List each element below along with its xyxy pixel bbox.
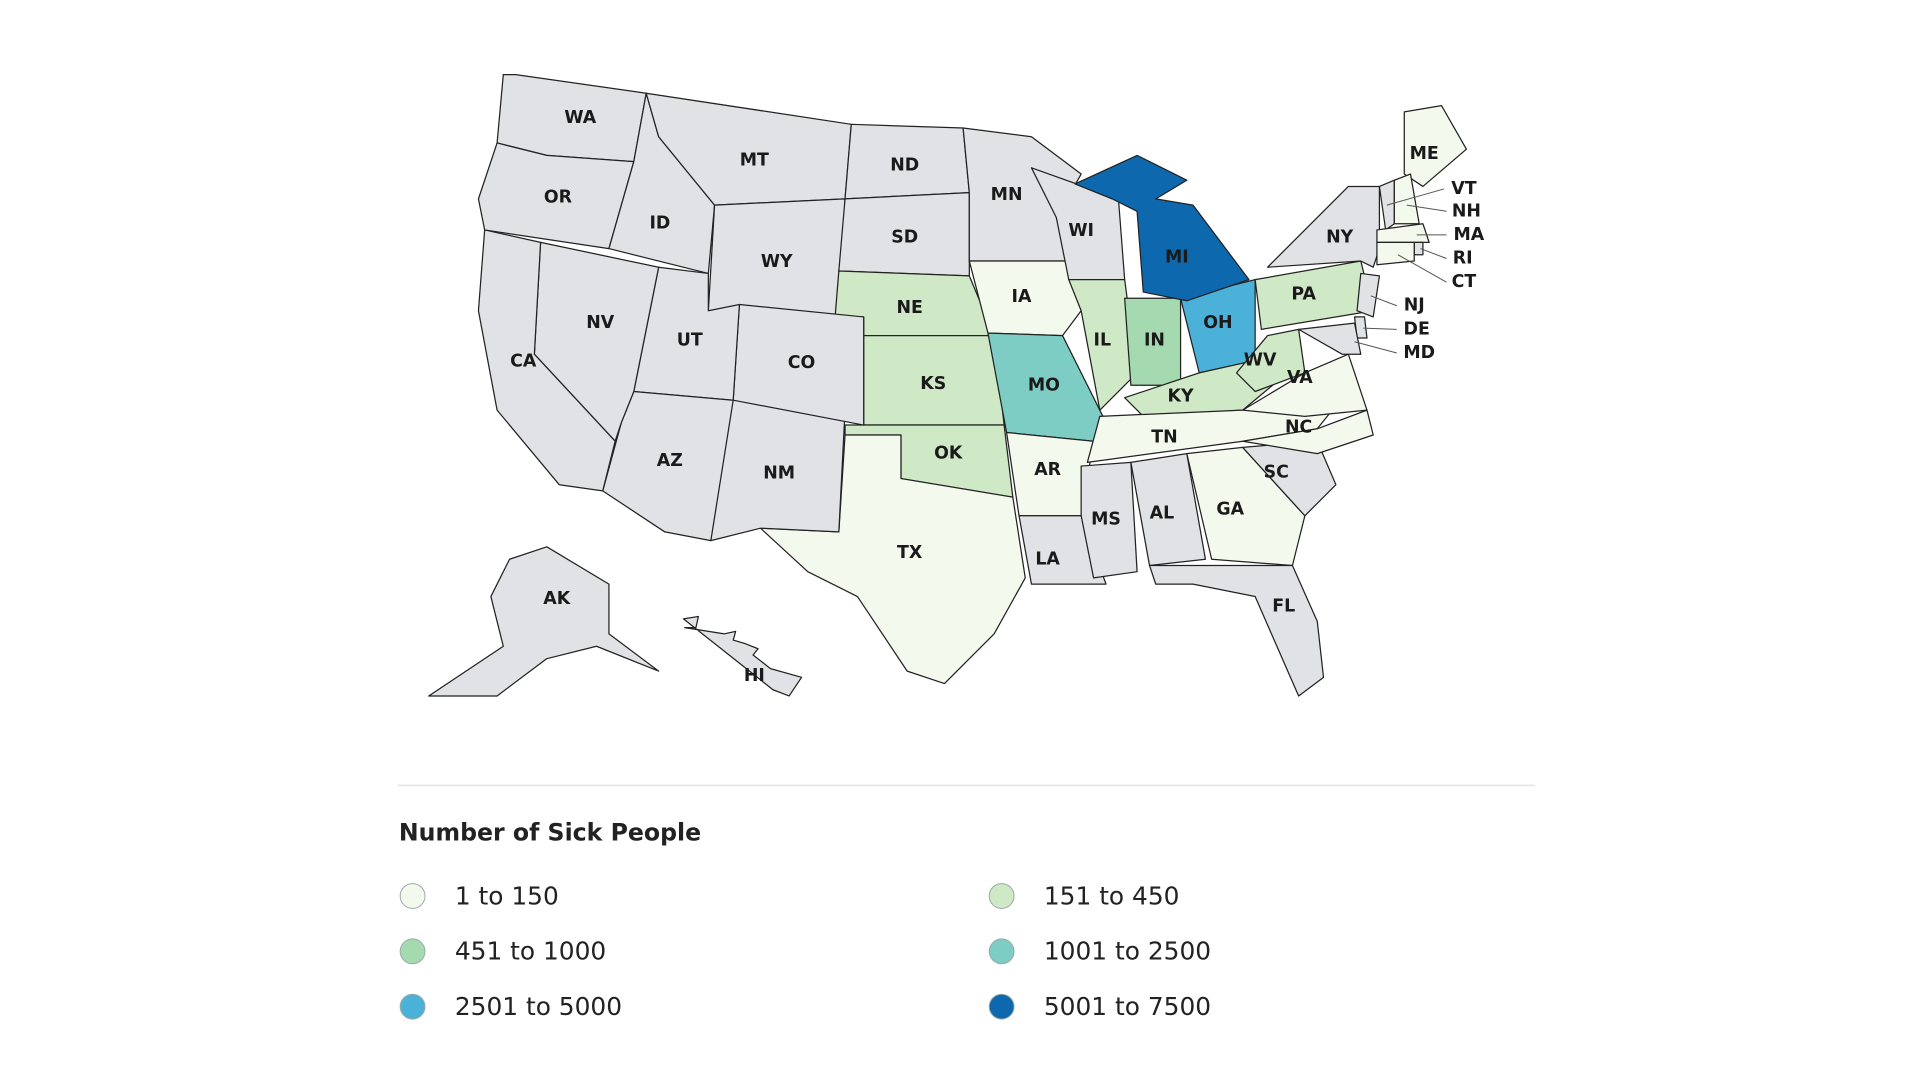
state-label: LA [1035, 549, 1060, 569]
leader-line [1354, 341, 1397, 354]
state-label: NM [763, 464, 795, 484]
leader-line [1370, 295, 1397, 307]
state-label: WY [761, 252, 793, 272]
state-label: NE [896, 298, 922, 318]
state-label: NV [586, 313, 615, 333]
state-label: KS [920, 374, 946, 394]
state-label: WA [564, 108, 596, 128]
state-label: NJ [1404, 296, 1425, 316]
leader-line [1420, 248, 1447, 259]
state-label: IA [1012, 287, 1032, 307]
state-label: NY [1326, 227, 1354, 247]
state-label: ND [890, 155, 919, 175]
state-label: MD [1403, 343, 1435, 363]
state-label: MI [1165, 247, 1189, 267]
legend-label: 451 to 1000 [455, 937, 606, 966]
state [1080, 461, 1138, 579]
state-label: UT [677, 331, 703, 351]
leader-line [1397, 254, 1447, 283]
state-label: AR [1034, 460, 1061, 480]
state [1068, 279, 1138, 411]
leader-line [1386, 188, 1445, 206]
state [968, 260, 1082, 337]
state-label: OR [544, 188, 573, 208]
state-label: NH [1452, 201, 1481, 221]
state [1186, 446, 1306, 567]
legend-swatch [399, 938, 426, 965]
state-label: AZ [657, 451, 683, 471]
state-label: KY [1168, 386, 1194, 406]
state [1266, 185, 1381, 268]
state-label: GA [1216, 500, 1244, 520]
state-label: WV [1244, 350, 1277, 370]
state-label: MA [1454, 225, 1485, 245]
leader-line [1363, 327, 1397, 330]
legend-label: 151 to 450 [1044, 881, 1180, 910]
state [428, 546, 660, 697]
state-label: NC [1285, 418, 1312, 438]
legend-swatch [988, 938, 1015, 965]
legend-swatch [399, 883, 426, 909]
state-label: TN [1151, 427, 1177, 447]
state-label: ME [1410, 144, 1439, 164]
legend-label: 1001 to 2500 [1044, 937, 1211, 966]
legend-label: 2501 to 5000 [455, 992, 622, 1021]
state [1403, 105, 1468, 188]
state [1242, 353, 1368, 417]
state [1356, 272, 1381, 318]
state-label: AL [1150, 503, 1175, 523]
us-map: WA OR ID MT WY ND SD NE KS OK TX NM CO UT AZ NV CA MN IA MO… [428, 73, 1485, 697]
state-label: MT [740, 150, 769, 170]
state [1242, 409, 1374, 455]
legend-title: Number of Sick People [399, 818, 701, 846]
state-label: HI [744, 666, 765, 686]
state-label: OH [1203, 313, 1232, 333]
state [1235, 328, 1306, 393]
legend-swatch [988, 883, 1015, 909]
state-label: CT [1452, 272, 1477, 292]
state-label: TX [897, 543, 923, 563]
state-label: FL [1272, 596, 1295, 616]
legend: 1 to 150 151 to 450 451 to 1000 1001 to 250… [399, 881, 1211, 1021]
state-label: PA [1291, 285, 1316, 305]
state [1376, 241, 1415, 266]
state [682, 615, 803, 697]
state-label: SD [891, 227, 918, 247]
state [1148, 564, 1325, 697]
leader-line [1406, 204, 1447, 212]
state-label: VT [1451, 179, 1476, 199]
legend-label: 1 to 150 [455, 881, 559, 910]
state-label: WI [1068, 221, 1094, 241]
state-label: ID [649, 214, 670, 234]
state-label: AK [543, 589, 570, 609]
state-label: CA [510, 352, 537, 372]
state [759, 434, 1026, 685]
state-label: SC [1264, 462, 1289, 482]
state [1130, 453, 1207, 567]
state [1074, 154, 1250, 302]
legend-swatch [988, 993, 1015, 1020]
state [1376, 223, 1430, 243]
state-label: MO [1028, 375, 1060, 395]
state-label: OK [934, 444, 963, 464]
state-label: IL [1094, 331, 1112, 351]
state-label: DE [1404, 319, 1430, 339]
state-label: VA [1287, 368, 1313, 388]
state-label: CO [788, 353, 816, 373]
legend-label: 5001 to 7500 [1044, 992, 1211, 1021]
state-label: IN [1144, 331, 1165, 351]
legend-swatch [399, 993, 426, 1020]
state [477, 229, 616, 492]
state-label: MN [991, 185, 1023, 205]
state-label: MS [1091, 509, 1121, 529]
state-label: RI [1453, 249, 1473, 269]
state [1298, 322, 1362, 355]
